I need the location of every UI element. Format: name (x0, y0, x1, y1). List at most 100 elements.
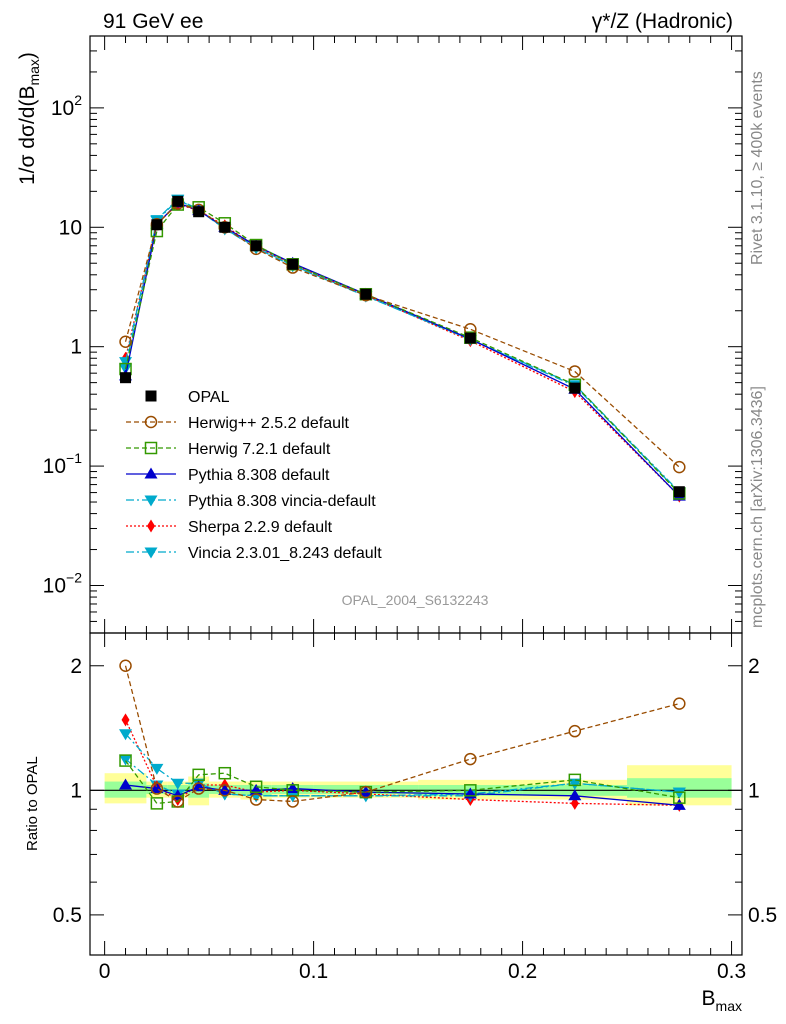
ratio-plot-series (119, 659, 686, 812)
legend-marker-herwig7 (144, 441, 158, 455)
data-point-opal (360, 288, 372, 300)
series-line-pythia_vincia (124, 198, 680, 494)
ratio-point-herwig7 (673, 791, 686, 804)
ratio-point-sherpa (121, 713, 130, 727)
legend-marker-opal (145, 390, 157, 402)
ratio-point-pythia_vincia (286, 791, 300, 803)
legend-label-herwig7: Herwig 7.2.1 default (188, 441, 331, 458)
ratio-point-herwig7 (119, 754, 132, 767)
ratio-point-pythia_vincia (672, 787, 686, 799)
legend-label-sherpa: Sherpa 2.2.9 default (188, 519, 333, 536)
main-y-tick-label: 1 (70, 336, 82, 359)
ratio-y-tick-label-right: 1 (748, 779, 760, 802)
ratio-y-tick-label-right: 0.5 (748, 904, 777, 927)
legend-entry-pythia: Pythia 8.308 default (126, 467, 330, 484)
main-y-tick-label: 10−1 (43, 450, 83, 478)
ratio-point-herwigpp (150, 782, 164, 795)
legend-entry-opal: OPAL (145, 389, 230, 406)
data-point-opal (250, 240, 262, 252)
x-tick-label: 0.3 (717, 960, 746, 983)
ratio-point-vincia (119, 754, 133, 766)
legend-entry-pythia_vincia: Pythia 8.308 vincia-default (126, 493, 376, 510)
ratio-point-herwig7 (150, 797, 164, 810)
x-tick-label: 0.2 (508, 960, 537, 983)
x-tick-label: 0.1 (299, 960, 328, 983)
main-y-axis-label: 1/σ dσ/d(Bmax) (16, 52, 42, 185)
data-point-opal (120, 372, 132, 384)
legend-entry-vincia: Vincia 2.3.01_8.243 default (126, 545, 382, 562)
legend-label-pythia_vincia: Pythia 8.308 vincia-default (188, 493, 376, 510)
x-axis-label: Bmax (702, 987, 742, 1014)
ratio-point-herwigpp (119, 659, 132, 673)
legend-label-vincia: Vincia 2.3.01_8.243 default (188, 545, 382, 562)
main-y-tick-label: 102 (51, 92, 82, 120)
ratio-point-pythia (119, 778, 133, 790)
rivet-version-label: Rivet 3.1.10, ≥ 400k events (749, 71, 766, 265)
legend-entry-herwigpp: Herwig++ 2.5.2 default (126, 415, 350, 432)
main-plot-series (119, 194, 686, 503)
ratio-point-pythia_vincia (171, 778, 185, 790)
ratio-y-axis-label: Ratio to OPAL (24, 756, 41, 851)
data-point-opal (569, 382, 581, 394)
ratio-point-herwig7 (249, 780, 263, 794)
data-point-opal (193, 206, 205, 218)
ratio-point-herwigpp (673, 697, 686, 710)
mcplots-reference-label: mcplots.cern.ch [arXiv:1306.3436] (749, 386, 766, 628)
data-point-herwigpp (568, 365, 582, 378)
ratio-line-herwig7 (125, 760, 680, 805)
ratio-point-herwigpp (286, 795, 299, 808)
legend-label-herwigpp: Herwig++ 2.5.2 default (188, 415, 350, 432)
ratio-point-herwigpp (359, 785, 373, 799)
ratio-line-herwigpp (124, 665, 680, 803)
ratio-point-herwigpp (192, 782, 205, 795)
ratio-point-pythia_vincia (568, 778, 582, 790)
ratio-point-herwigpp (218, 784, 232, 797)
ratio-y-tick-label-right: 2 (748, 655, 760, 678)
data-point-opal (172, 195, 184, 207)
data-point-herwigpp (673, 460, 686, 474)
ratio-point-herwigpp (568, 724, 582, 738)
ratio-plot-frame (89, 632, 743, 956)
data-point-opal (287, 258, 299, 270)
ratio-point-herwigpp (249, 793, 263, 806)
ratio-point-pythia (359, 785, 373, 797)
ratio-y-tick-label-left: 2 (70, 655, 82, 678)
data-point-opal (464, 332, 476, 344)
legend-marker-pythia_vincia (144, 495, 158, 507)
ratio-point-pythia (568, 789, 582, 801)
ratio-uncertainty-bands (90, 765, 742, 806)
watermark-analysis-id: OPAL_2004_S6132243 (342, 592, 489, 608)
ratio-point-herwig7 (218, 766, 232, 780)
ratio-point-herwig7 (568, 773, 582, 787)
header-left-label: 91 GeV ee (103, 10, 203, 33)
legend-marker-herwigpp (144, 415, 158, 429)
ratio-point-pythia_vincia (150, 763, 164, 775)
ratio-y-tick-label-left: 0.5 (53, 904, 82, 927)
ratio-point-herwig7 (192, 768, 205, 782)
ratio-point-herwig7 (464, 784, 477, 797)
ratio-point-pythia (218, 783, 232, 795)
ratio-series-herwig7 (119, 754, 686, 810)
main-y-tick-label: 10 (59, 216, 82, 239)
legend-label-pythia: Pythia 8.308 default (188, 467, 330, 484)
main-y-tick-label: 10−2 (43, 569, 83, 597)
data-point-herwigpp (119, 335, 132, 348)
data-point-vincia (119, 363, 133, 375)
legend-marker-pythia (144, 467, 158, 479)
legend-marker-vincia (144, 547, 158, 559)
ratio-y-tick-label-left: 1 (70, 779, 82, 802)
ratio-line-pythia_vincia (125, 733, 680, 797)
data-point-opal (151, 219, 163, 231)
main-plot-frame (89, 35, 743, 634)
axes: 10−2 10−1 1 10 102 0.5 0.5 1 1 2 2 0 0.1 0.2 0.3 (43, 35, 777, 983)
ratio-point-herwigpp (171, 795, 185, 808)
data-point-opal (219, 221, 231, 233)
legend-entry-herwig7: Herwig 7.2.1 default (126, 441, 331, 458)
ratio-point-pythia_vincia (119, 729, 133, 741)
ratio-point-herwigpp (464, 752, 477, 766)
x-tick-label: 0 (99, 960, 111, 983)
legend-label-opal: OPAL (188, 389, 230, 406)
ratio-point-pythia (672, 798, 686, 810)
legend: OPAL Herwig++ 2.5.2 default Herwig 7.2.1 d… (126, 389, 382, 562)
